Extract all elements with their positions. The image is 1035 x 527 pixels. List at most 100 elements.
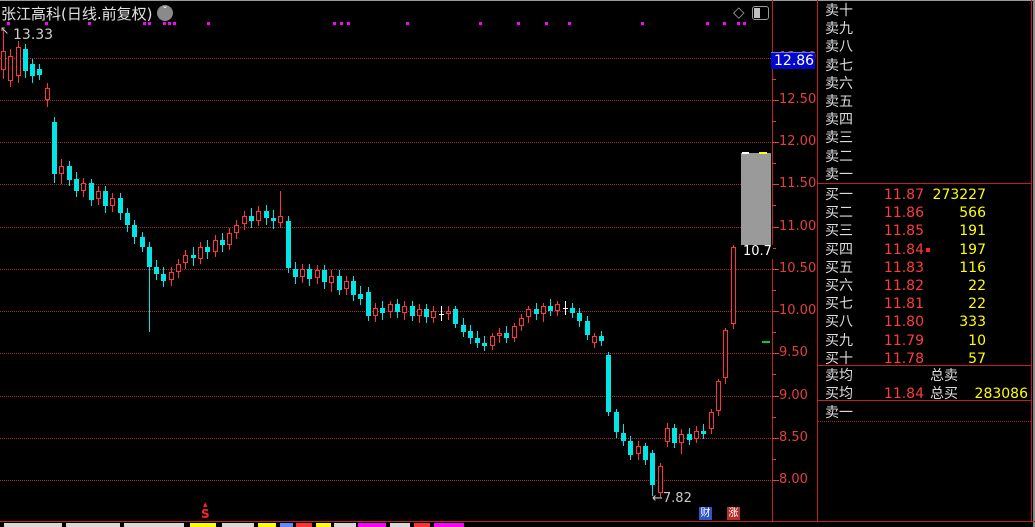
axis-tick-minor (772, 290, 776, 291)
level-volume: 22 (968, 278, 986, 294)
buy-level-row[interactable]: 买十 11.78 57 (818, 350, 1035, 368)
sell-level-row[interactable]: 卖四 (818, 111, 1035, 129)
total-buy-volume: 283086 (974, 386, 1028, 402)
candle-down (30, 64, 35, 76)
candle-down (322, 270, 327, 282)
diamond-icon[interactable]: ◇ (733, 3, 745, 21)
axis-tick-label: 10.50 (779, 261, 817, 276)
candle-down (687, 434, 692, 440)
axis-tick-minor (772, 121, 776, 122)
buy-level-row[interactable]: 买二 11.86 566 (818, 204, 1035, 222)
clipped-text-fragment (434, 523, 464, 527)
candle-wick (280, 191, 281, 228)
buy-level-row[interactable]: 买七 11.81 22 (818, 295, 1035, 313)
news-badge[interactable]: 涨 (727, 507, 740, 520)
chart-bottom-axis (0, 521, 1035, 522)
level-label: 卖四 (825, 112, 853, 128)
axis-tick-major (772, 353, 779, 354)
buy-level-row[interactable]: 买六 11.82 22 (818, 277, 1035, 295)
candle-down (358, 294, 363, 299)
candle-up (388, 304, 393, 312)
level-volume: 57 (968, 351, 986, 367)
axis-tick-major (772, 311, 779, 312)
buy-level-row[interactable]: 买九 11.79 10 (818, 332, 1035, 350)
axis-tick-minor (772, 205, 776, 206)
buy-level-row[interactable]: 买八 11.80 333 (818, 313, 1035, 331)
sell-level-row[interactable]: 卖十 (818, 2, 1035, 20)
sell-level-row[interactable]: 卖七 (818, 57, 1035, 75)
candle-up (16, 47, 21, 76)
axis-tick-minor (772, 374, 776, 375)
buy-level-row[interactable]: 买五 11.83 116 (818, 259, 1035, 277)
signal-dot (163, 22, 166, 25)
split-window-icon[interactable] (752, 6, 769, 20)
candle-up (278, 216, 283, 223)
total-buy-label: 总买 (930, 386, 958, 402)
low-price-label: ←7.82 (652, 491, 692, 506)
buy-level-row[interactable]: 买一 11.87 273227 (818, 186, 1035, 204)
level-label: 买五 (825, 260, 853, 276)
buy-level-row[interactable]: 买四 11.84 197 (818, 241, 1035, 259)
gray-limit-block (741, 153, 771, 245)
total-sell-label: 总卖 (930, 368, 958, 384)
candle-down (125, 213, 130, 225)
candle-down (672, 428, 677, 443)
candle-down (264, 211, 269, 218)
news-badge[interactable]: 财 (699, 507, 712, 520)
clipped-text-fragment (414, 523, 430, 527)
candle-down (147, 247, 152, 267)
axis-tick-major (772, 100, 779, 101)
level-label: 买三 (825, 223, 853, 239)
candle-up (731, 247, 736, 324)
level-price: 11.82 (883, 278, 924, 294)
sell-level-row[interactable]: 卖八 (818, 38, 1035, 56)
candle-down (701, 431, 706, 434)
candle-up (300, 269, 305, 277)
candle-down (570, 308, 575, 313)
panel-left-border (817, 0, 818, 521)
candle-down (468, 331, 473, 338)
sell-level-row[interactable]: 卖三 (818, 129, 1035, 147)
signal-dot (737, 22, 740, 25)
clipped-text-fragment (316, 523, 331, 527)
candle-up (1, 51, 6, 70)
candle-down (475, 338, 480, 343)
level-volume: 273227 (932, 187, 986, 203)
sell-level-row[interactable]: 卖五 (818, 93, 1035, 111)
axis-tick-label: 8.00 (779, 472, 808, 487)
kline-chart[interactable]: 张江高科(日线.前复权) ˇ ◇ 13.0012.5012.0011.5011.… (0, 0, 818, 527)
gridline (0, 269, 771, 270)
buy-level-row[interactable]: 买三 11.85 191 (818, 222, 1035, 240)
sell-level-row[interactable]: 卖九 (818, 20, 1035, 38)
candle-up (592, 336, 597, 343)
level-label: 买四 (825, 242, 853, 258)
gridline (0, 353, 771, 354)
candle-down (606, 355, 611, 412)
level-label: 卖十 (825, 3, 853, 19)
candle-up (679, 434, 684, 443)
candle-down (52, 122, 57, 174)
signal-dot (7, 22, 10, 25)
axis-tick-label: 9.00 (779, 388, 808, 403)
gray-block-price-label: 10.7 (742, 244, 773, 259)
level-price: 11.84 (883, 242, 924, 258)
gridline (0, 480, 771, 481)
candle-down (220, 240, 225, 245)
sell-level-row[interactable]: 卖六 (818, 75, 1035, 93)
gridline (0, 227, 771, 228)
candle-up (665, 428, 670, 442)
level-price: 11.83 (883, 260, 924, 276)
chevron-down-icon[interactable]: ˇ (157, 5, 173, 21)
axis-tick-major (772, 438, 779, 439)
candle-down (286, 221, 291, 268)
gridline (0, 438, 771, 439)
sell-level-row[interactable]: 卖二 (818, 148, 1035, 166)
candle-down (23, 49, 28, 71)
candle-down (453, 309, 458, 324)
candle-up (213, 240, 218, 252)
level-label: 卖一 (825, 167, 853, 183)
candle-down (410, 306, 415, 316)
level-price: 11.81 (883, 296, 924, 312)
candle-down (132, 225, 137, 237)
sell-level-row[interactable]: 卖一 (818, 166, 1035, 184)
